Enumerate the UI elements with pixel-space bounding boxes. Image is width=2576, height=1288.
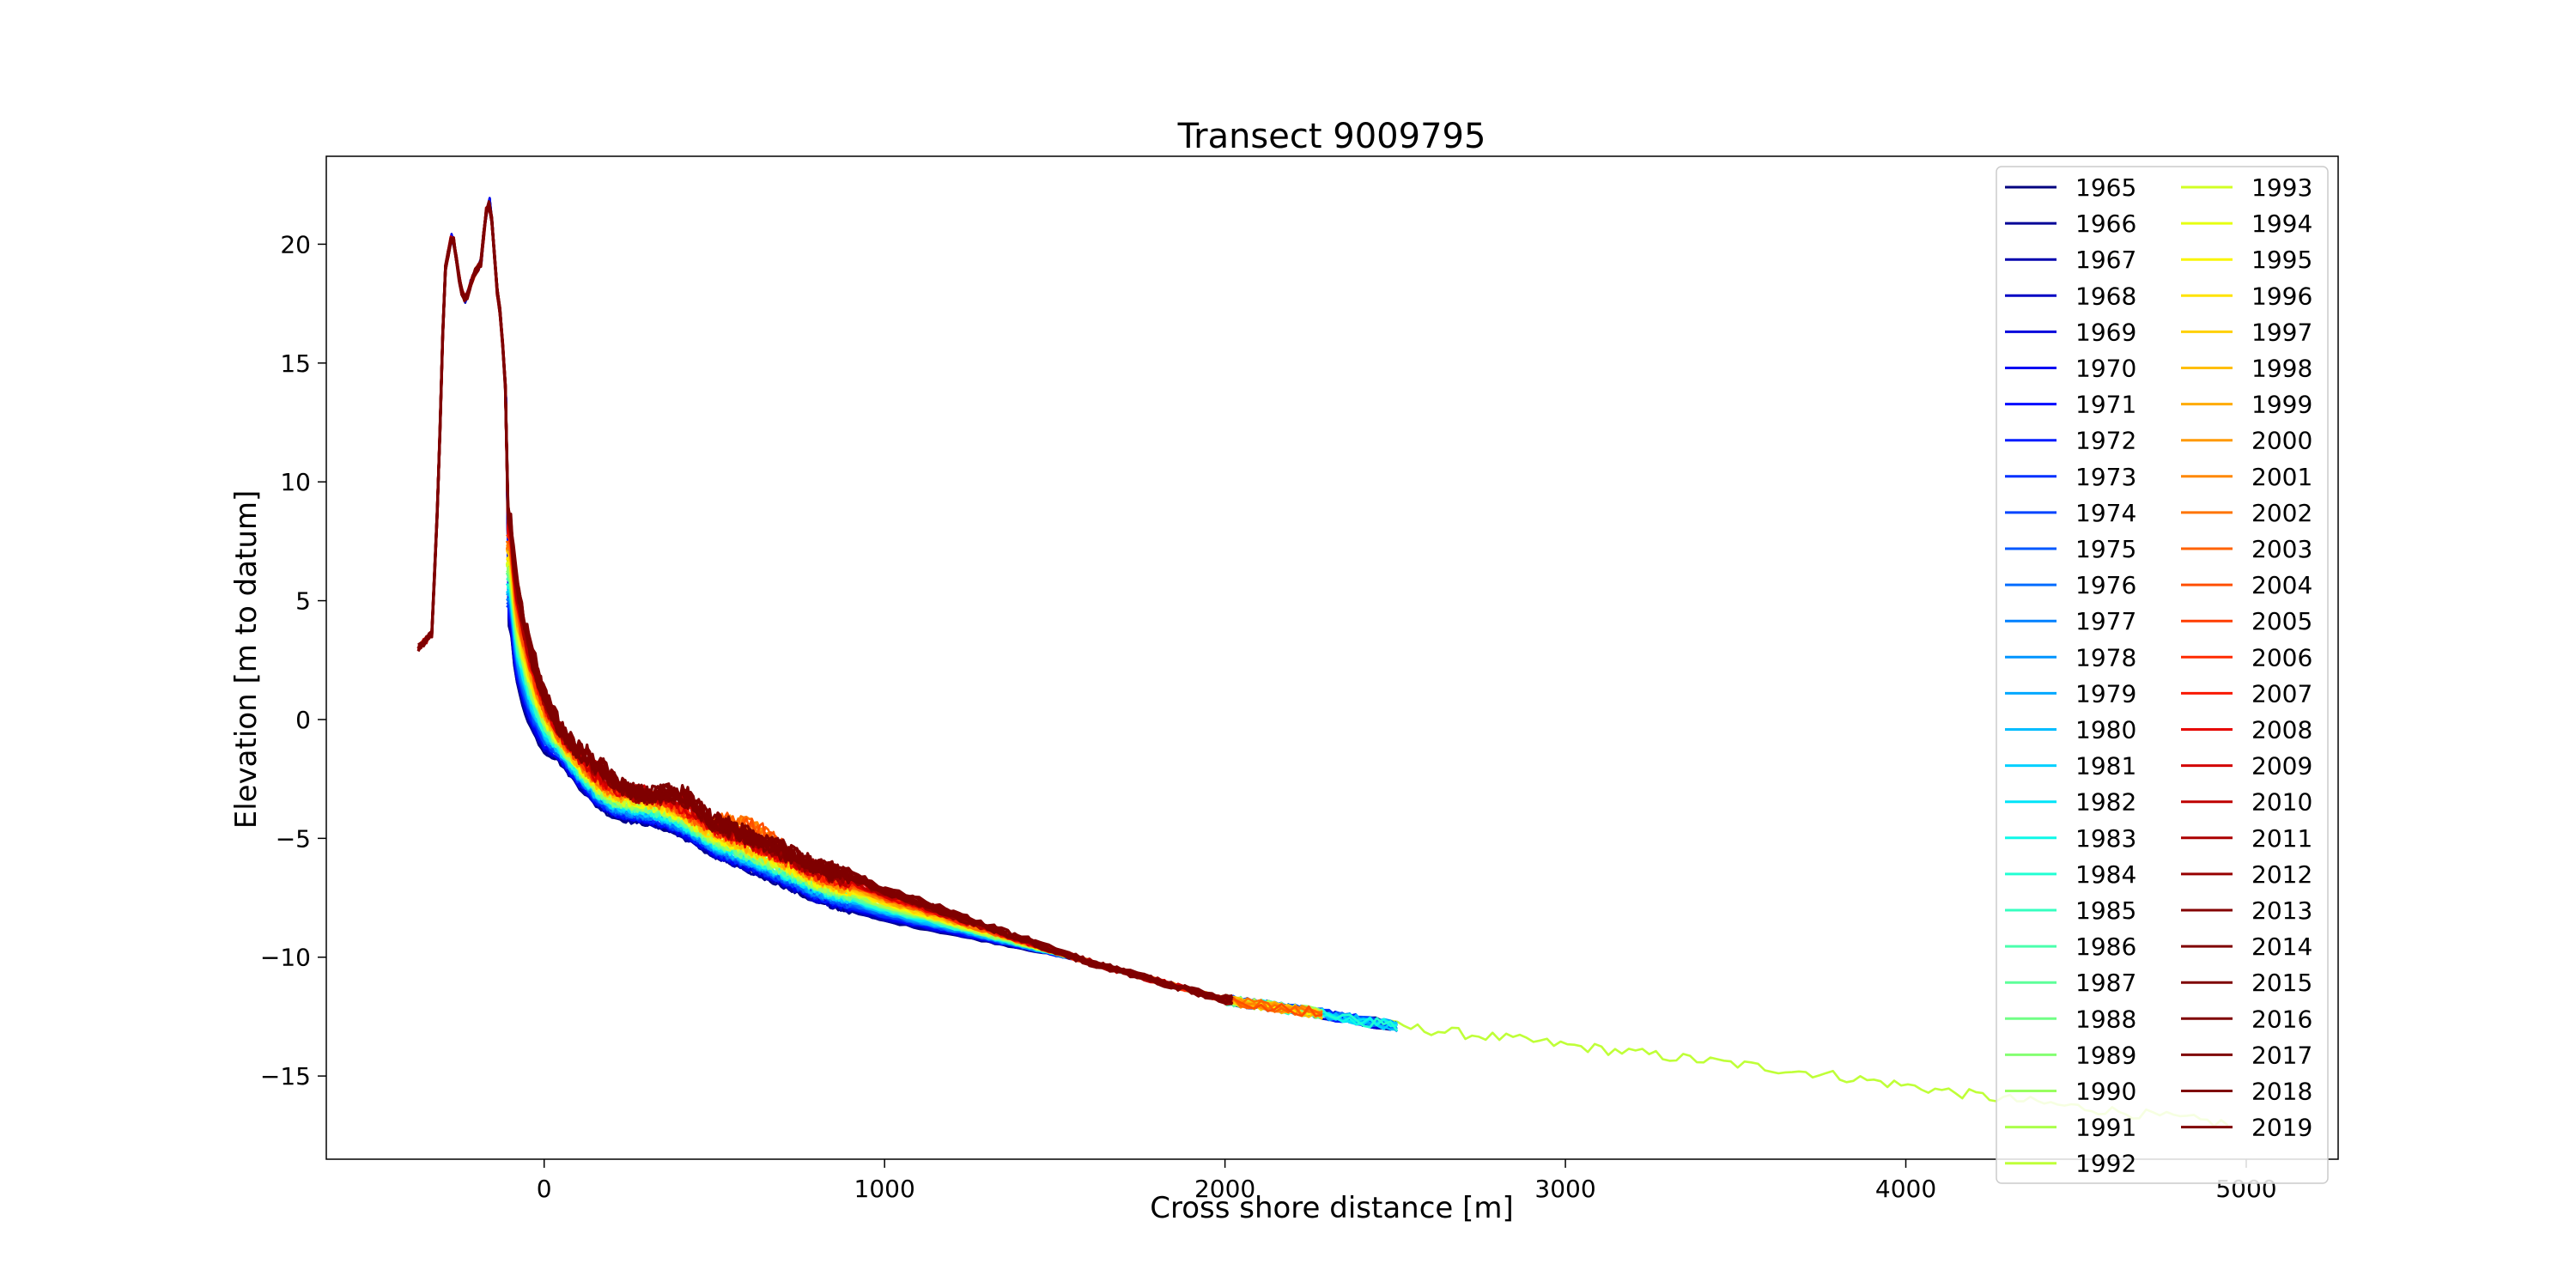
plot-frame — [325, 155, 2339, 1160]
legend-label-1994: 1994 — [2251, 210, 2312, 238]
legend-label-1982: 1982 — [2075, 788, 2136, 817]
legend-label-1981: 1981 — [2075, 752, 2136, 781]
x-tick-label: 2000 — [1194, 1175, 1255, 1203]
legend-label-1980: 1980 — [2075, 716, 2136, 744]
series-line-2019 — [417, 204, 1234, 1005]
legend-label-2001: 2001 — [2251, 463, 2312, 491]
y-tick-label: −10 — [260, 944, 311, 972]
legend-label-2012: 2012 — [2251, 860, 2312, 889]
legend-label-2011: 2011 — [2251, 824, 2312, 853]
x-tick-label: 3000 — [1534, 1175, 1595, 1203]
y-tick-label: 5 — [295, 587, 311, 616]
series-layer — [416, 197, 2229, 1127]
legend-label-1995: 1995 — [2251, 246, 2312, 274]
series-line-2003 — [506, 540, 1323, 1018]
legend-label-1983: 1983 — [2075, 824, 2136, 853]
y-tick-label: −15 — [260, 1062, 311, 1091]
legend-label-2008: 2008 — [2251, 716, 2312, 744]
legend-label-2018: 2018 — [2251, 1078, 2312, 1106]
x-axis-title: Cross shore distance [m] — [1150, 1191, 1514, 1225]
legend-label-1966: 1966 — [2075, 210, 2136, 238]
legend-label-1972: 1972 — [2075, 427, 2136, 455]
y-tick-label: 20 — [280, 230, 311, 258]
series-line-2000 — [505, 540, 1323, 1018]
series-line-1999 — [505, 544, 1323, 1014]
legend-label-1989: 1989 — [2075, 1041, 2136, 1069]
legend-label-1984: 1984 — [2075, 860, 2136, 889]
y-tick-label: 10 — [280, 468, 311, 496]
legend-label-2009: 2009 — [2251, 752, 2312, 781]
x-tick-label: 0 — [537, 1175, 552, 1203]
legend-label-1976: 1976 — [2075, 571, 2136, 599]
legend-label-2005: 2005 — [2251, 607, 2312, 635]
legend-label-2002: 2002 — [2251, 499, 2312, 527]
legend-label-2003: 2003 — [2251, 535, 2312, 563]
legend-label-2016: 2016 — [2251, 1005, 2312, 1033]
legend-label-1993: 1993 — [2251, 173, 2312, 202]
legend-label-1975: 1975 — [2075, 535, 2136, 563]
legend-label-1974: 1974 — [2075, 499, 2136, 527]
legend-label-1997: 1997 — [2251, 318, 2312, 346]
series-line-2002 — [505, 539, 1323, 1014]
legend-label-1973: 1973 — [2075, 463, 2136, 491]
legend-label-1977: 1977 — [2075, 607, 2136, 635]
chart-title: Transect 9009795 — [1177, 117, 1486, 156]
legend-label-1986: 1986 — [2075, 933, 2136, 961]
legend-label-1965: 1965 — [2075, 173, 2136, 202]
legend: 1965 1966 1967 1968 1969 1970 1971 1972 1973 1974… — [1996, 166, 2329, 1184]
legend-label-2000: 2000 — [2251, 427, 2312, 455]
legend-label-2007: 2007 — [2251, 679, 2312, 708]
y-axis: −15 −10 −5 0 5 10 15 20 — [260, 230, 326, 1091]
legend-label-1988: 1988 — [2075, 1005, 2136, 1033]
legend-label-2019: 2019 — [2251, 1114, 2312, 1142]
series-line-2005 — [416, 205, 1233, 1005]
legend-label-1985: 1985 — [2075, 896, 2136, 925]
legend-label-2013: 2013 — [2251, 896, 2312, 925]
legend-label-1979: 1979 — [2075, 679, 2136, 708]
legend-label-1996: 1996 — [2251, 282, 2312, 310]
legend-label-2010: 2010 — [2251, 788, 2312, 817]
legend-label-2014: 2014 — [2251, 933, 2312, 961]
legend-label-1968: 1968 — [2075, 282, 2136, 310]
legend-label-2006: 2006 — [2251, 643, 2312, 671]
x-tick-label: 4000 — [1875, 1175, 1936, 1203]
legend-label-1992: 1992 — [2075, 1150, 2136, 1178]
legend-label-2004: 2004 — [2251, 571, 2312, 599]
legend-label-1978: 1978 — [2075, 643, 2136, 671]
legend-label-1998: 1998 — [2251, 355, 2312, 383]
y-axis-title: Elevation [m to datum] — [229, 490, 264, 829]
legend-label-1967: 1967 — [2075, 246, 2136, 274]
legend-label-1971: 1971 — [2075, 391, 2136, 419]
y-tick-label: 0 — [295, 706, 311, 734]
legend-box — [1996, 166, 2329, 1184]
legend-label-2015: 2015 — [2251, 969, 2312, 997]
legend-label-1970: 1970 — [2075, 355, 2136, 383]
legend-label-2017: 2017 — [2251, 1041, 2312, 1069]
series-line-2004 — [506, 533, 1323, 1018]
legend-label-1990: 1990 — [2075, 1078, 2136, 1106]
x-axis: 0 1000 2000 3000 4000 5000 — [537, 1159, 2277, 1203]
legend-label-1987: 1987 — [2075, 969, 2136, 997]
legend-label-1991: 1991 — [2075, 1114, 2136, 1142]
legend-label-1999: 1999 — [2251, 391, 2312, 419]
x-tick-label: 1000 — [854, 1175, 915, 1203]
y-tick-label: −5 — [276, 824, 311, 853]
y-tick-label: 15 — [280, 349, 311, 378]
series-line-2001 — [505, 540, 1323, 1017]
legend-label-1969: 1969 — [2075, 318, 2136, 346]
